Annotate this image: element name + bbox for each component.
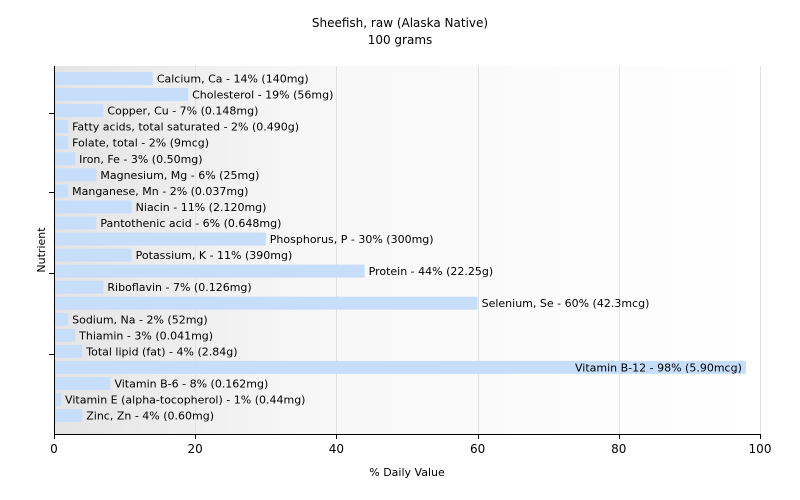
bar-data-label: Protein - 44% (22.25g)	[369, 265, 494, 278]
bar: Pantothenic acid	[55, 216, 97, 230]
y-axis-title: Nutrient	[35, 227, 48, 273]
bar-data-label: Thiamin - 3% (0.041mg)	[78, 329, 213, 342]
bar: Phosphorus, P	[55, 232, 266, 246]
chart-title: Sheefish, raw (Alaska Native)	[312, 16, 488, 30]
bar-data-label: Folate, total - 2% (9mcg)	[72, 137, 209, 150]
x-tick-label: 100	[749, 442, 772, 456]
bar: Vitamin E (alpha-tocopherol)	[55, 393, 62, 406]
bar: Cholesterol	[55, 88, 189, 102]
axes	[49, 66, 761, 439]
x-tick-label: 20	[188, 442, 203, 456]
bar-data-label: Iron, Fe - 3% (0.50mg)	[79, 153, 202, 166]
bar: Selenium, Se	[55, 296, 478, 310]
bar-data-label: Magnesium, Mg - 6% (25mg)	[100, 169, 259, 182]
x-tick-label: 80	[611, 442, 626, 456]
bar: Potassium, K	[55, 248, 132, 262]
bar-data-label: Zinc, Zn - 4% (0.60mg)	[86, 410, 214, 423]
bar-data-label: Total lipid (fat) - 4% (2.84g)	[85, 345, 237, 358]
bar: Iron, Fe	[55, 152, 76, 166]
bar: Vitamin B-6	[55, 376, 111, 390]
bar-data-label: Vitamin B-6 - 8% (0.162mg)	[114, 377, 268, 390]
bar-data-label: Potassium, K - 11% (390mg)	[136, 249, 293, 262]
x-tick-label: 0	[50, 442, 58, 456]
bar: Magnesium, Mg	[55, 168, 97, 182]
bar-data-label: Copper, Cu - 7% (0.148mg)	[107, 105, 258, 118]
bar-data-label: Vitamin E (alpha-tocopherol) - 1% (0.44m…	[65, 394, 305, 407]
x-tick-label: 60	[470, 442, 485, 456]
bar-data-label: Fatty acids, total saturated - 2% (0.490…	[72, 121, 299, 134]
bar-data-label: Selenium, Se - 60% (42.3mcg)	[482, 297, 650, 310]
x-tick-labels: 0 20 40 60 80 100	[50, 442, 771, 456]
bar: Zinc, Zn	[55, 409, 83, 423]
x-tick-label: 40	[329, 442, 344, 456]
bar-data-label: Pantothenic acid - 6% (0.648mg)	[100, 217, 281, 230]
x-axis-title: % Daily Value	[369, 466, 445, 479]
bar-data-label: Riboflavin - 7% (0.126mg)	[107, 281, 251, 294]
bar: Niacin	[55, 200, 132, 214]
bar: Protein	[55, 264, 365, 278]
bar: Vitamin B-12	[55, 360, 746, 374]
bar: Manganese, Mn	[55, 184, 69, 198]
bar-data-label: Sodium, Na - 2% (52mg)	[72, 313, 208, 326]
bar-data-label: Manganese, Mn - 2% (0.037mg)	[72, 185, 248, 198]
bar: Total lipid (fat)	[55, 344, 83, 358]
bar-data-label: Calcium, Ca - 14% (140mg)	[157, 73, 309, 86]
bar-data-label: Phosphorus, P - 30% (300mg)	[270, 233, 434, 246]
bar-data-label: Niacin - 11% (2.120mg)	[136, 201, 267, 214]
bar: Thiamin	[55, 328, 76, 342]
bar-data-label: Cholesterol - 19% (56mg)	[192, 89, 333, 102]
bar: Copper, Cu	[55, 104, 104, 118]
bar: Fatty acids, total saturated	[55, 120, 69, 134]
bar-data-label: Vitamin B-12 - 98% (5.90mcg)	[575, 361, 742, 374]
bar: Riboflavin	[55, 280, 104, 294]
bars: Calcium, Ca Calcium, Ca - 14% (140mg) Chol…	[55, 72, 746, 423]
bar: Folate, total	[55, 136, 69, 150]
bar: Calcium, Ca	[55, 72, 153, 85]
chart-subtitle: 100 grams	[368, 33, 433, 47]
bar: Sodium, Na	[55, 312, 69, 326]
